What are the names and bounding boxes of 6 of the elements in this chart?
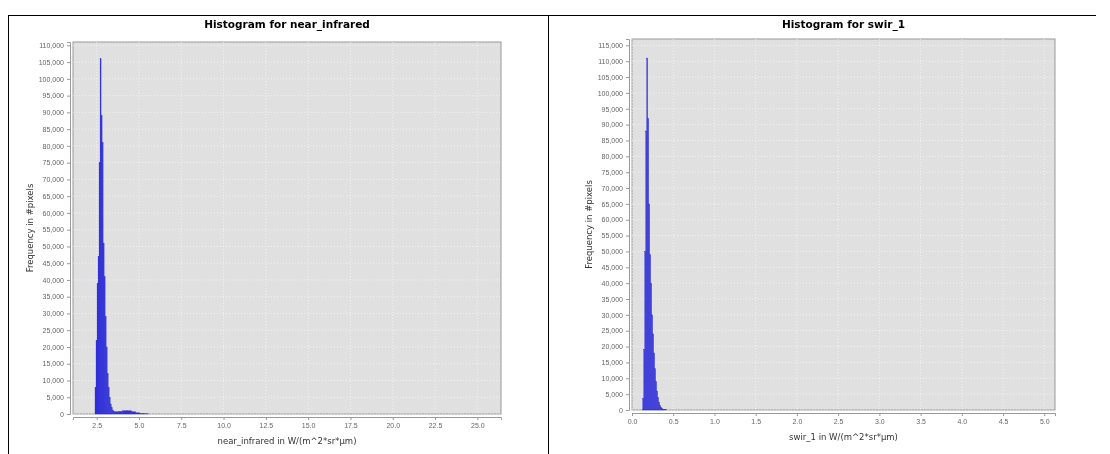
x-axis-title: swir_1 in W/(m^2*sr*µm) [789, 432, 898, 442]
y-axis-title: Frequency in #pixels [584, 179, 594, 269]
chart-title: Histogram for near_infrared [204, 18, 370, 31]
x-axis-title: near_infrared in W/(m^2*sr*µm) [217, 436, 357, 446]
y-axis-title: Frequency in #pixels [25, 183, 35, 273]
chart-title: Histogram for swir_1 [781, 18, 906, 31]
